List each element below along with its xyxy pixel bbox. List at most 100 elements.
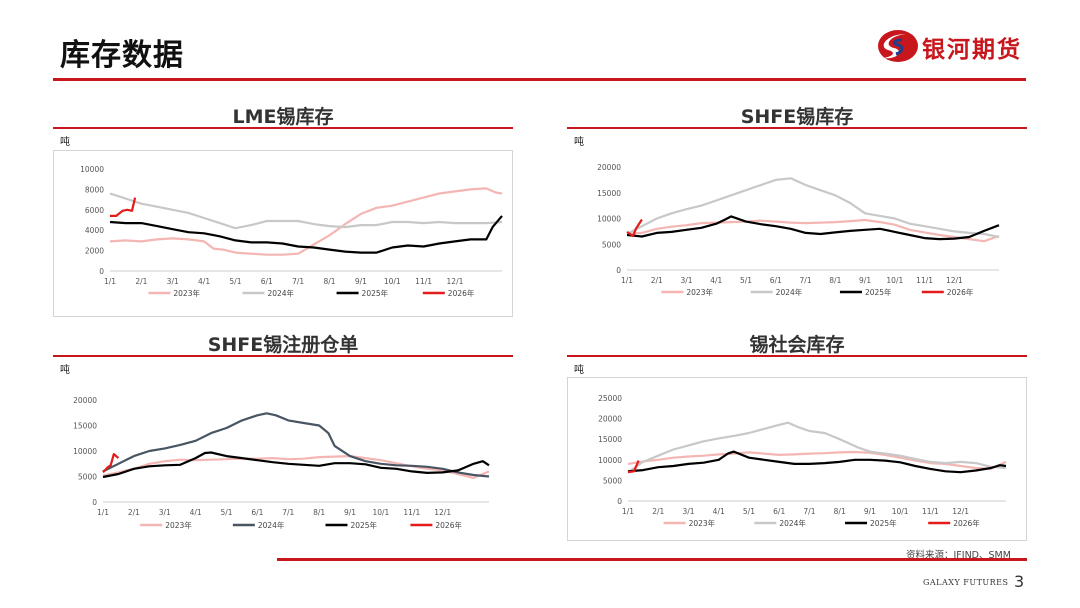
series-line-2025年 <box>626 215 1000 241</box>
y-tick-label: 0 <box>617 497 622 506</box>
x-tick-label: 5/1 <box>740 276 752 285</box>
series-line-2025年 <box>109 215 503 254</box>
x-tick-label: 1/1 <box>622 507 634 516</box>
series-line-2024年 <box>102 412 490 478</box>
y-tick-label: 0 <box>99 267 104 276</box>
series-line-2026年 <box>627 460 640 474</box>
x-tick-label: 5/1 <box>229 277 241 286</box>
x-tick-label: 4/1 <box>713 507 725 516</box>
chart-social: 0 5000 10000 15000 20000 25000 1/1 2/1 3/1 4/1 5/1… <box>598 394 1007 528</box>
chart-title-rule <box>53 355 513 357</box>
chart-title-shfe: SHFE锡库存 <box>740 106 854 128</box>
x-tick-label: 8/1 <box>313 508 325 517</box>
legend-label: 2024年 <box>776 287 803 297</box>
x-tick-label: 9/1 <box>864 507 876 516</box>
x-tick-label: 3/1 <box>167 277 179 286</box>
x-tick-label: 2/1 <box>135 277 147 286</box>
x-tick-label: 8/1 <box>829 276 841 285</box>
x-tick-label: 10/1 <box>372 508 389 517</box>
legend-label: 2023年 <box>689 518 716 528</box>
x-tick-label: 11/1 <box>403 508 420 517</box>
footer-divider <box>277 558 1027 561</box>
x-tick-label: 1/1 <box>621 276 633 285</box>
x-tick-label: 12/1 <box>447 277 464 286</box>
chart-shfe-warrant: 0 5000 10000 15000 20000 1/1 2/1 3/1 4/1 5/1 6/1 7/… <box>73 396 490 530</box>
x-tick-label: 5/1 <box>220 508 232 517</box>
legend-label: 2023年 <box>686 287 713 297</box>
legend-label: 2024年 <box>258 520 285 530</box>
x-tick-label: 5/1 <box>743 507 755 516</box>
legend-label: 2025年 <box>350 520 377 530</box>
x-tick-label: 6/1 <box>770 276 782 285</box>
unit-label: 吨 <box>60 365 70 376</box>
x-tick-label: 6/1 <box>261 277 273 286</box>
chart-area-shfe-warrant: 0 5000 10000 15000 20000 1/1 2/1 3/1 4/1 5/1 6/1 7/… <box>53 378 511 540</box>
legend-label: 2025年 <box>870 518 897 528</box>
source-note: 资料来源：IFIND、SMM <box>906 550 1011 561</box>
y-tick-label: 15000 <box>598 435 622 444</box>
y-tick-label: 5000 <box>602 240 621 249</box>
series-line-2024年 <box>627 421 1007 474</box>
y-tick-label: 5000 <box>78 473 97 482</box>
legend-label: 2025年 <box>865 287 892 297</box>
chart-lme: 0 2000 4000 6000 8000 10000 1/1 2/1 3/1 4/1 5/1 6/1… <box>80 165 503 298</box>
series-line-2025年 <box>102 451 490 479</box>
y-tick-label: 8000 <box>85 185 104 194</box>
brand-name: 银河期货 <box>922 37 1022 63</box>
x-tick-label: 11/1 <box>415 277 432 286</box>
legend-label: 2023年 <box>165 520 192 530</box>
x-tick-label: 3/1 <box>159 508 171 517</box>
x-tick-label: 3/1 <box>680 276 692 285</box>
chart-shfe: 0 5000 10000 15000 20000 1/1 2/1 3/1 4/1 5/1 6/1 7/… <box>597 163 1000 297</box>
x-tick-label: 8/1 <box>834 507 846 516</box>
y-tick-label: 4000 <box>85 226 104 235</box>
x-tick-label: 11/1 <box>916 276 933 285</box>
x-tick-label: 7/1 <box>803 507 815 516</box>
y-tick-label: 20000 <box>598 415 622 424</box>
page-number: 3 <box>1014 572 1025 591</box>
x-tick-label: 7/1 <box>282 508 294 517</box>
y-tick-label: 10000 <box>73 447 97 456</box>
legend-label: 2023年 <box>173 288 200 298</box>
x-tick-label: 4/1 <box>710 276 722 285</box>
legend-label: 2024年 <box>267 288 294 298</box>
chart-title-rule <box>567 127 1027 129</box>
x-tick-label: 10/1 <box>384 277 401 286</box>
series-line-2025年 <box>627 450 1007 474</box>
brand-logo-icon <box>878 30 918 62</box>
series-line-2026年 <box>102 453 120 474</box>
unit-label: 吨 <box>574 137 584 148</box>
x-tick-label: 1/1 <box>97 508 109 517</box>
y-tick-label: 15000 <box>597 189 621 198</box>
legend-label: 2026年 <box>947 287 974 297</box>
chart-title-rule <box>53 127 513 129</box>
y-tick-label: 25000 <box>598 394 622 403</box>
x-tick-label: 1/1 <box>104 277 116 286</box>
x-tick-label: 7/1 <box>800 276 812 285</box>
y-tick-label: 15000 <box>73 422 97 431</box>
x-tick-label: 12/1 <box>434 508 451 517</box>
chart-frame-social: 0 5000 10000 15000 20000 25000 1/1 2/1 3/1 4/1 5/1… <box>567 377 1027 541</box>
legend-label: 2026年 <box>448 288 475 298</box>
x-tick-label: 2/1 <box>652 507 664 516</box>
y-tick-label: 0 <box>92 498 97 507</box>
chart-frame-lme: 0 2000 4000 6000 8000 10000 1/1 2/1 3/1 4/1 5/1 6/1… <box>53 150 513 317</box>
x-tick-label: 8/1 <box>323 277 335 286</box>
x-tick-label: 12/1 <box>952 507 969 516</box>
y-tick-label: 10000 <box>597 215 621 224</box>
x-tick-label: 9/1 <box>355 277 367 286</box>
x-tick-label: 12/1 <box>946 276 963 285</box>
x-tick-label: 3/1 <box>682 507 694 516</box>
x-tick-label: 10/1 <box>886 276 903 285</box>
y-tick-label: 2000 <box>85 247 104 256</box>
unit-label: 吨 <box>60 137 70 148</box>
legend-label: 2026年 <box>435 520 462 530</box>
unit-label: 吨 <box>574 365 584 376</box>
chart-title-shfe-warrant: SHFE锡注册仓单 <box>207 334 359 356</box>
x-tick-label: 4/1 <box>198 277 210 286</box>
series-line-2026年 <box>110 197 137 217</box>
x-tick-label: 6/1 <box>773 507 785 516</box>
legend-label: 2026年 <box>953 518 980 528</box>
x-tick-label: 11/1 <box>922 507 939 516</box>
y-tick-label: 5000 <box>603 476 622 485</box>
